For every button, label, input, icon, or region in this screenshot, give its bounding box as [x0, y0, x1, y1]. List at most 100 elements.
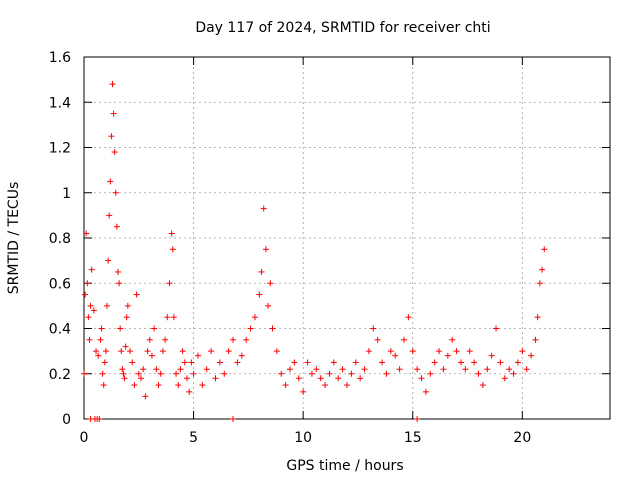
data-point	[117, 325, 124, 332]
data-point	[98, 325, 105, 332]
y-tick-label: 1.4	[49, 95, 71, 111]
data-point	[335, 375, 342, 382]
data-point	[539, 266, 546, 273]
data-point	[118, 348, 125, 355]
data-point	[330, 359, 337, 366]
data-point	[175, 382, 182, 389]
data-point	[317, 375, 324, 382]
data-point	[278, 370, 285, 377]
data-point	[265, 302, 272, 309]
data-point	[108, 133, 115, 140]
data-point	[170, 314, 177, 321]
data-point	[273, 348, 280, 355]
data-point	[339, 366, 346, 373]
data-point	[97, 336, 104, 343]
y-tick-label: 0.8	[49, 231, 71, 247]
data-point	[262, 246, 269, 253]
x-tick-label: 15	[404, 430, 422, 446]
data-point	[99, 370, 106, 377]
data-point	[493, 325, 500, 332]
data-point	[142, 393, 149, 400]
data-point	[322, 382, 329, 389]
data-point	[370, 325, 377, 332]
data-point	[137, 375, 144, 382]
data-point	[199, 382, 206, 389]
data-point	[101, 359, 108, 366]
data-point	[87, 302, 94, 309]
x-tick-label: 10	[294, 430, 312, 446]
data-point	[409, 348, 416, 355]
data-point	[110, 110, 117, 117]
data-point	[269, 325, 276, 332]
data-point	[114, 268, 121, 275]
data-point	[121, 375, 128, 382]
y-tick-label: 0.4	[49, 322, 71, 338]
data-point	[352, 359, 359, 366]
data-point	[159, 348, 166, 355]
data-point	[497, 359, 504, 366]
data-point	[184, 375, 191, 382]
x-tick-label: 0	[80, 430, 89, 446]
data-point	[83, 230, 90, 237]
data-point	[124, 302, 131, 309]
data-point	[181, 359, 188, 366]
data-point	[427, 370, 434, 377]
data-point	[523, 366, 530, 373]
data-point	[230, 416, 237, 422]
data-point	[414, 366, 421, 373]
grid-lines	[84, 57, 610, 419]
data-point	[119, 366, 126, 373]
data-point	[365, 348, 372, 355]
data-point	[251, 314, 258, 321]
data-point	[157, 370, 164, 377]
data-point	[534, 314, 541, 321]
data-point	[129, 359, 136, 366]
data-point	[541, 246, 548, 253]
y-tick-label: 0	[62, 412, 71, 428]
data-point	[453, 348, 460, 355]
data-point	[400, 336, 407, 343]
data-point	[440, 366, 447, 373]
data-point	[256, 291, 263, 298]
data-point	[234, 359, 241, 366]
data-point	[169, 246, 176, 253]
data-point	[357, 375, 364, 382]
data-point	[374, 336, 381, 343]
data-point	[519, 348, 526, 355]
data-point	[109, 81, 116, 88]
data-point	[528, 352, 535, 359]
data-point	[208, 348, 215, 355]
data-point	[186, 388, 193, 395]
data-point	[506, 366, 513, 373]
data-point	[418, 375, 425, 382]
data-point	[457, 359, 464, 366]
y-tick-label: 1.2	[49, 141, 71, 157]
data-point	[287, 366, 294, 373]
data-point	[168, 230, 175, 237]
x-tick-label: 20	[513, 430, 531, 446]
data-point	[95, 352, 102, 359]
data-point	[462, 366, 469, 373]
data-point	[488, 352, 495, 359]
data-point	[162, 336, 169, 343]
data-point	[225, 348, 232, 355]
data-point	[475, 370, 482, 377]
data-point	[127, 348, 134, 355]
data-point	[123, 314, 130, 321]
y-tick-label: 0.2	[49, 367, 71, 383]
data-point	[135, 370, 142, 377]
data-point	[120, 370, 127, 377]
data-point	[536, 280, 543, 287]
y-tick-labels: 0 0.2 0.4 0.6 0.8 1 1.2 1.4 1.6	[49, 50, 71, 428]
data-point	[151, 325, 158, 332]
y-axis-label: SRMTID / TECUs	[6, 182, 22, 295]
data-point	[88, 266, 95, 273]
data-point	[112, 189, 119, 196]
data-point	[247, 325, 254, 332]
data-point	[216, 359, 223, 366]
data-point	[361, 366, 368, 373]
data-point	[131, 382, 138, 389]
data-point	[140, 366, 147, 373]
data-point	[177, 366, 184, 373]
